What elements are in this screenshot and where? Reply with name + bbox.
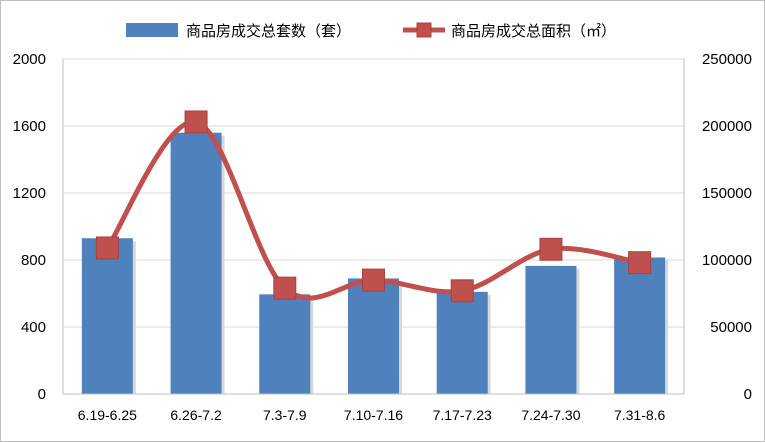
- line-series: [95, 110, 652, 303]
- line-marker: [450, 279, 474, 303]
- bar: [259, 294, 311, 394]
- category-label: 7.10-7.16: [344, 407, 403, 423]
- category-labels: 6.19-6.25 6.26-7.2 7.3-7.9 7.10-7.16 7.17-7.…: [78, 407, 666, 423]
- bar: [170, 132, 222, 394]
- left-tick-label: 1600: [13, 118, 46, 135]
- bar-series: [81, 132, 669, 394]
- right-tick-label: 100000: [702, 252, 752, 269]
- left-tick-label: 400: [21, 319, 46, 336]
- category-label: 6.19-6.25: [78, 407, 137, 423]
- category-label: 7.31-8.6: [614, 407, 666, 423]
- line-marker: [95, 236, 119, 260]
- bar: [614, 257, 666, 394]
- bar: [436, 291, 488, 394]
- right-tick-label: 150000: [702, 185, 752, 202]
- line-marker: [362, 268, 385, 292]
- line-marker: [273, 276, 297, 300]
- category-label: 6.26-7.2: [170, 407, 222, 423]
- legend-swatch-marker: [416, 22, 432, 38]
- right-axis-ticks: 0 50000 100000 150000 200000 250000: [702, 51, 752, 403]
- bar: [81, 238, 133, 394]
- left-tick-label: 2000: [13, 51, 46, 68]
- right-tick-label: 200000: [702, 118, 752, 135]
- bar: [348, 278, 399, 394]
- left-tick-label: 800: [21, 252, 46, 269]
- left-tick-label: 0: [38, 386, 46, 403]
- line-marker: [184, 110, 208, 134]
- legend: 商品房成交总套数（套） 商品房成交总面积（㎡）: [126, 22, 616, 40]
- bar: [525, 265, 577, 394]
- line-marker: [539, 237, 563, 261]
- legend-label-line: 商品房成交总面积（㎡）: [451, 22, 616, 40]
- legend-swatch-bar: [126, 23, 178, 37]
- category-label: 7.3-7.9: [263, 407, 307, 423]
- left-axis-ticks: 0 400 800 1200 1600 2000: [13, 51, 46, 403]
- category-label: 7.17-7.23: [433, 407, 492, 423]
- axes: [62, 59, 685, 395]
- category-label: 7.24-7.30: [521, 407, 580, 423]
- right-tick-label: 50000: [710, 319, 752, 336]
- right-tick-label: 0: [744, 386, 752, 403]
- legend-label-bar: 商品房成交总套数（套）: [186, 22, 351, 40]
- left-tick-label: 1200: [13, 185, 46, 202]
- line-marker: [628, 251, 652, 275]
- right-tick-label: 250000: [702, 51, 752, 68]
